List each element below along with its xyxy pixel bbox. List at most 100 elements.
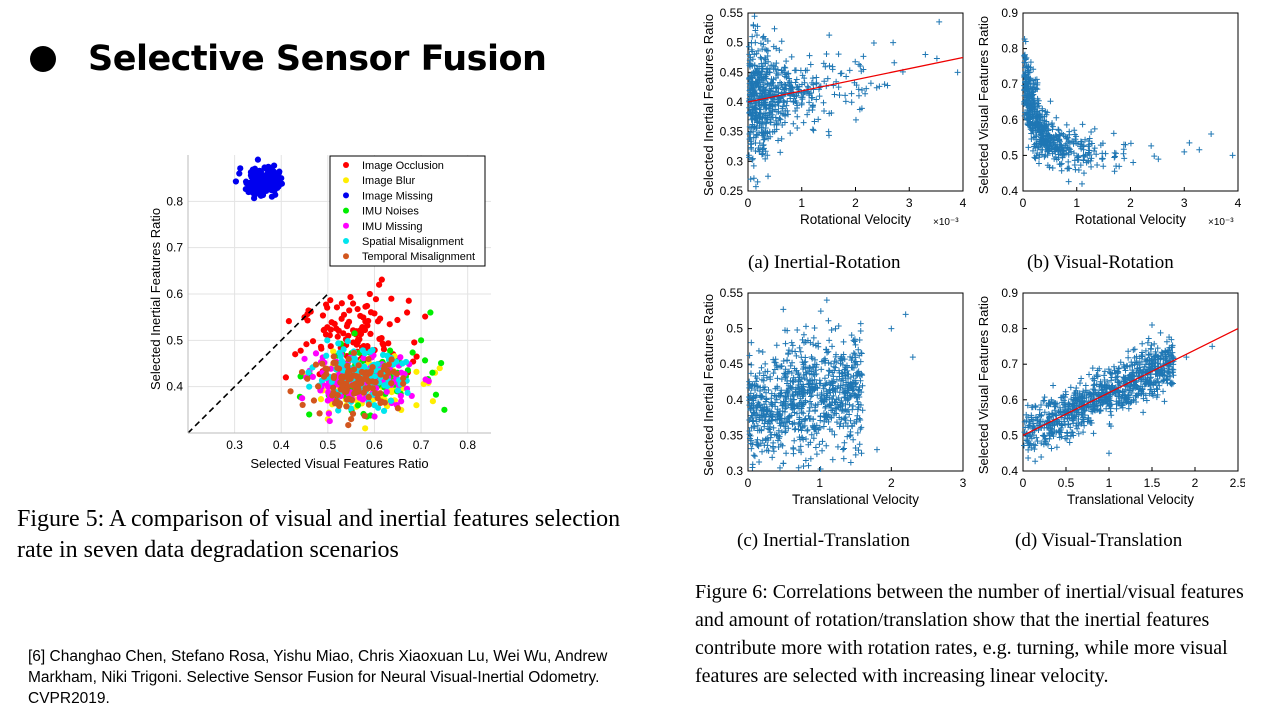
- data-point: [804, 111, 811, 118]
- data-point: [1163, 375, 1170, 382]
- data-point: [768, 401, 775, 408]
- data-point: [1055, 126, 1062, 133]
- data-point: [765, 173, 772, 180]
- y-tick-label: 0.7: [166, 241, 183, 255]
- data-point: [772, 359, 779, 366]
- data-point: [813, 74, 820, 81]
- data-point: [854, 429, 861, 436]
- data-point: [764, 112, 771, 119]
- data-point: [316, 410, 323, 417]
- data-point: [301, 355, 308, 362]
- data-point: [1039, 107, 1046, 114]
- data-point: [844, 387, 851, 394]
- data-point: [792, 79, 799, 86]
- data-point: [1094, 402, 1101, 409]
- data-point: [299, 401, 306, 409]
- data-point: [806, 90, 813, 97]
- data-point: [791, 409, 798, 416]
- data-point: [1041, 409, 1048, 416]
- data-point: [372, 296, 380, 303]
- data-point: [780, 306, 787, 313]
- data-point: [1021, 73, 1028, 80]
- data-point: [1030, 147, 1037, 154]
- data-point: [1082, 387, 1089, 394]
- data-point: [862, 90, 869, 97]
- data-point: [760, 150, 767, 157]
- data-point: [804, 426, 811, 433]
- data-point: [780, 460, 787, 467]
- data-point: [1139, 340, 1146, 347]
- data-point: [796, 344, 803, 351]
- data-point: [324, 337, 331, 344]
- data-point: [1068, 429, 1075, 436]
- data-point: [758, 99, 765, 106]
- data-point: [1094, 162, 1101, 169]
- data-point: [809, 75, 816, 82]
- data-point: [425, 378, 432, 385]
- x-tick-label: 1: [798, 196, 805, 210]
- data-point: [857, 377, 864, 384]
- data-point: [1067, 433, 1074, 440]
- data-point: [320, 327, 327, 334]
- data-point: [776, 420, 783, 427]
- data-point: [1028, 444, 1035, 451]
- data-point: [1151, 388, 1158, 395]
- data-point: [769, 454, 776, 461]
- data-point: [402, 358, 410, 366]
- data-point: [1081, 153, 1088, 160]
- data-point: [345, 421, 352, 429]
- data-point: [750, 175, 757, 182]
- data-point: [809, 102, 816, 109]
- data-point: [785, 70, 792, 77]
- data-point: [799, 434, 806, 441]
- data-point: [856, 352, 863, 359]
- data-point: [791, 437, 798, 444]
- data-point: [789, 348, 796, 355]
- data-point: [762, 102, 769, 109]
- data-point: [1062, 388, 1069, 395]
- data-point: [788, 369, 795, 376]
- y-tick-label: 0.35: [720, 428, 744, 442]
- data-point: [806, 107, 813, 114]
- data-point: [1081, 422, 1088, 429]
- data-point: [1075, 411, 1082, 418]
- data-point: [292, 351, 299, 358]
- data-point: [1154, 360, 1161, 367]
- x-tick-label: 2: [1192, 476, 1199, 490]
- data-point: [794, 327, 801, 334]
- data-point: [870, 40, 877, 47]
- data-point: [855, 368, 862, 375]
- data-point: [777, 116, 784, 123]
- data-point: [1042, 134, 1049, 141]
- x-tick-label: 0.3: [226, 438, 243, 452]
- data-point: [1025, 422, 1032, 429]
- data-point: [1060, 406, 1067, 413]
- data-point: [811, 376, 818, 383]
- data-point: [1041, 142, 1048, 149]
- data-point: [1166, 334, 1173, 341]
- data-point: [1111, 367, 1118, 374]
- data-point: [853, 373, 860, 380]
- data-point: [809, 126, 816, 133]
- data-point: [421, 357, 429, 364]
- data-point: [765, 425, 772, 432]
- data-point: [1079, 398, 1086, 405]
- data-point: [1022, 424, 1029, 431]
- legend-label: Temporal Misalignment: [362, 251, 475, 263]
- data-point: [754, 422, 761, 429]
- data-point: [1133, 353, 1140, 360]
- data-point: [770, 448, 777, 455]
- data-point: [1110, 130, 1117, 137]
- data-point: [754, 436, 761, 443]
- data-point: [1029, 404, 1036, 411]
- data-point: [757, 146, 764, 153]
- data-point: [747, 176, 754, 183]
- data-point: [773, 362, 780, 369]
- data-point: [1027, 59, 1034, 66]
- data-point: [812, 444, 819, 451]
- data-point: [753, 79, 760, 86]
- data-point: [1080, 416, 1087, 423]
- data-point: [756, 458, 763, 465]
- data-point: [767, 373, 774, 380]
- data-point: [789, 406, 796, 413]
